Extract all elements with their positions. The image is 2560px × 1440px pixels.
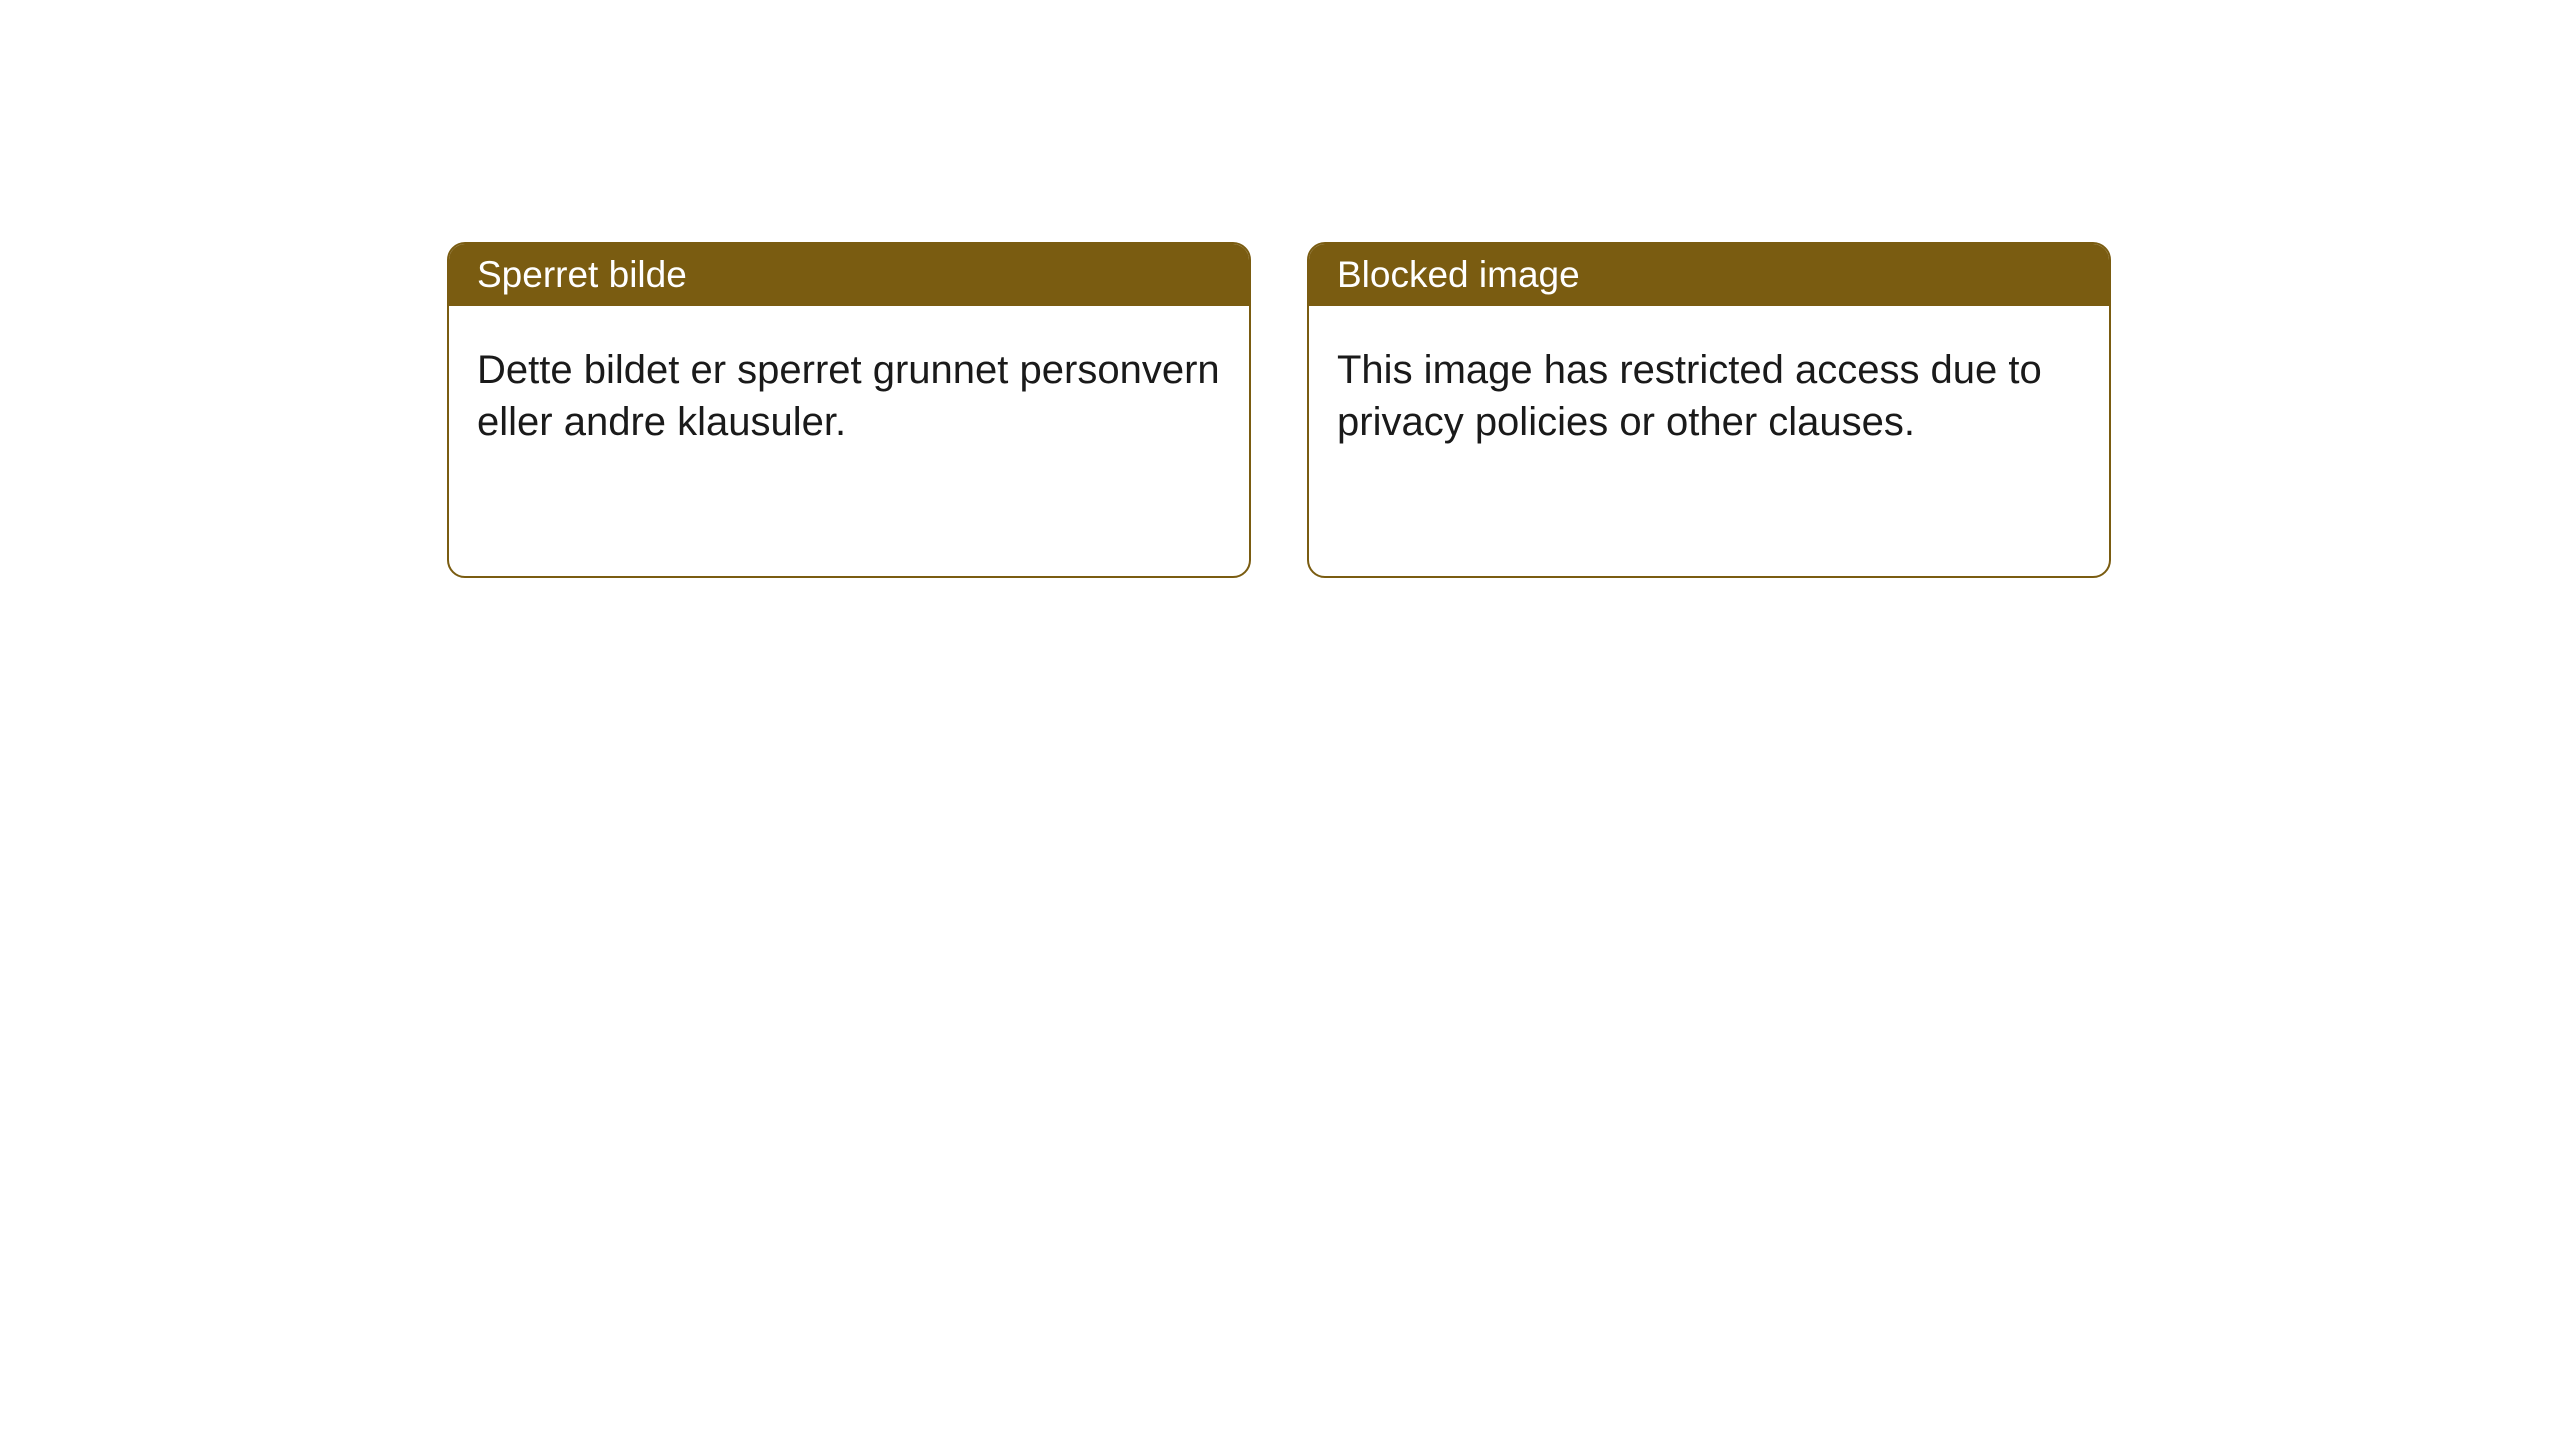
- card-body-text-en: This image has restricted access due to …: [1337, 348, 2042, 444]
- blocked-image-card-en: Blocked image This image has restricted …: [1307, 242, 2111, 578]
- card-header-no: Sperret bilde: [449, 244, 1249, 306]
- card-body-text-no: Dette bildet er sperret grunnet personve…: [477, 348, 1220, 444]
- notice-cards-container: Sperret bilde Dette bildet er sperret gr…: [447, 242, 2111, 578]
- card-body-en: This image has restricted access due to …: [1309, 306, 2109, 576]
- card-body-no: Dette bildet er sperret grunnet personve…: [449, 306, 1249, 576]
- card-header-en: Blocked image: [1309, 244, 2109, 306]
- blocked-image-card-no: Sperret bilde Dette bildet er sperret gr…: [447, 242, 1251, 578]
- card-title-en: Blocked image: [1337, 254, 1580, 295]
- card-title-no: Sperret bilde: [477, 254, 687, 295]
